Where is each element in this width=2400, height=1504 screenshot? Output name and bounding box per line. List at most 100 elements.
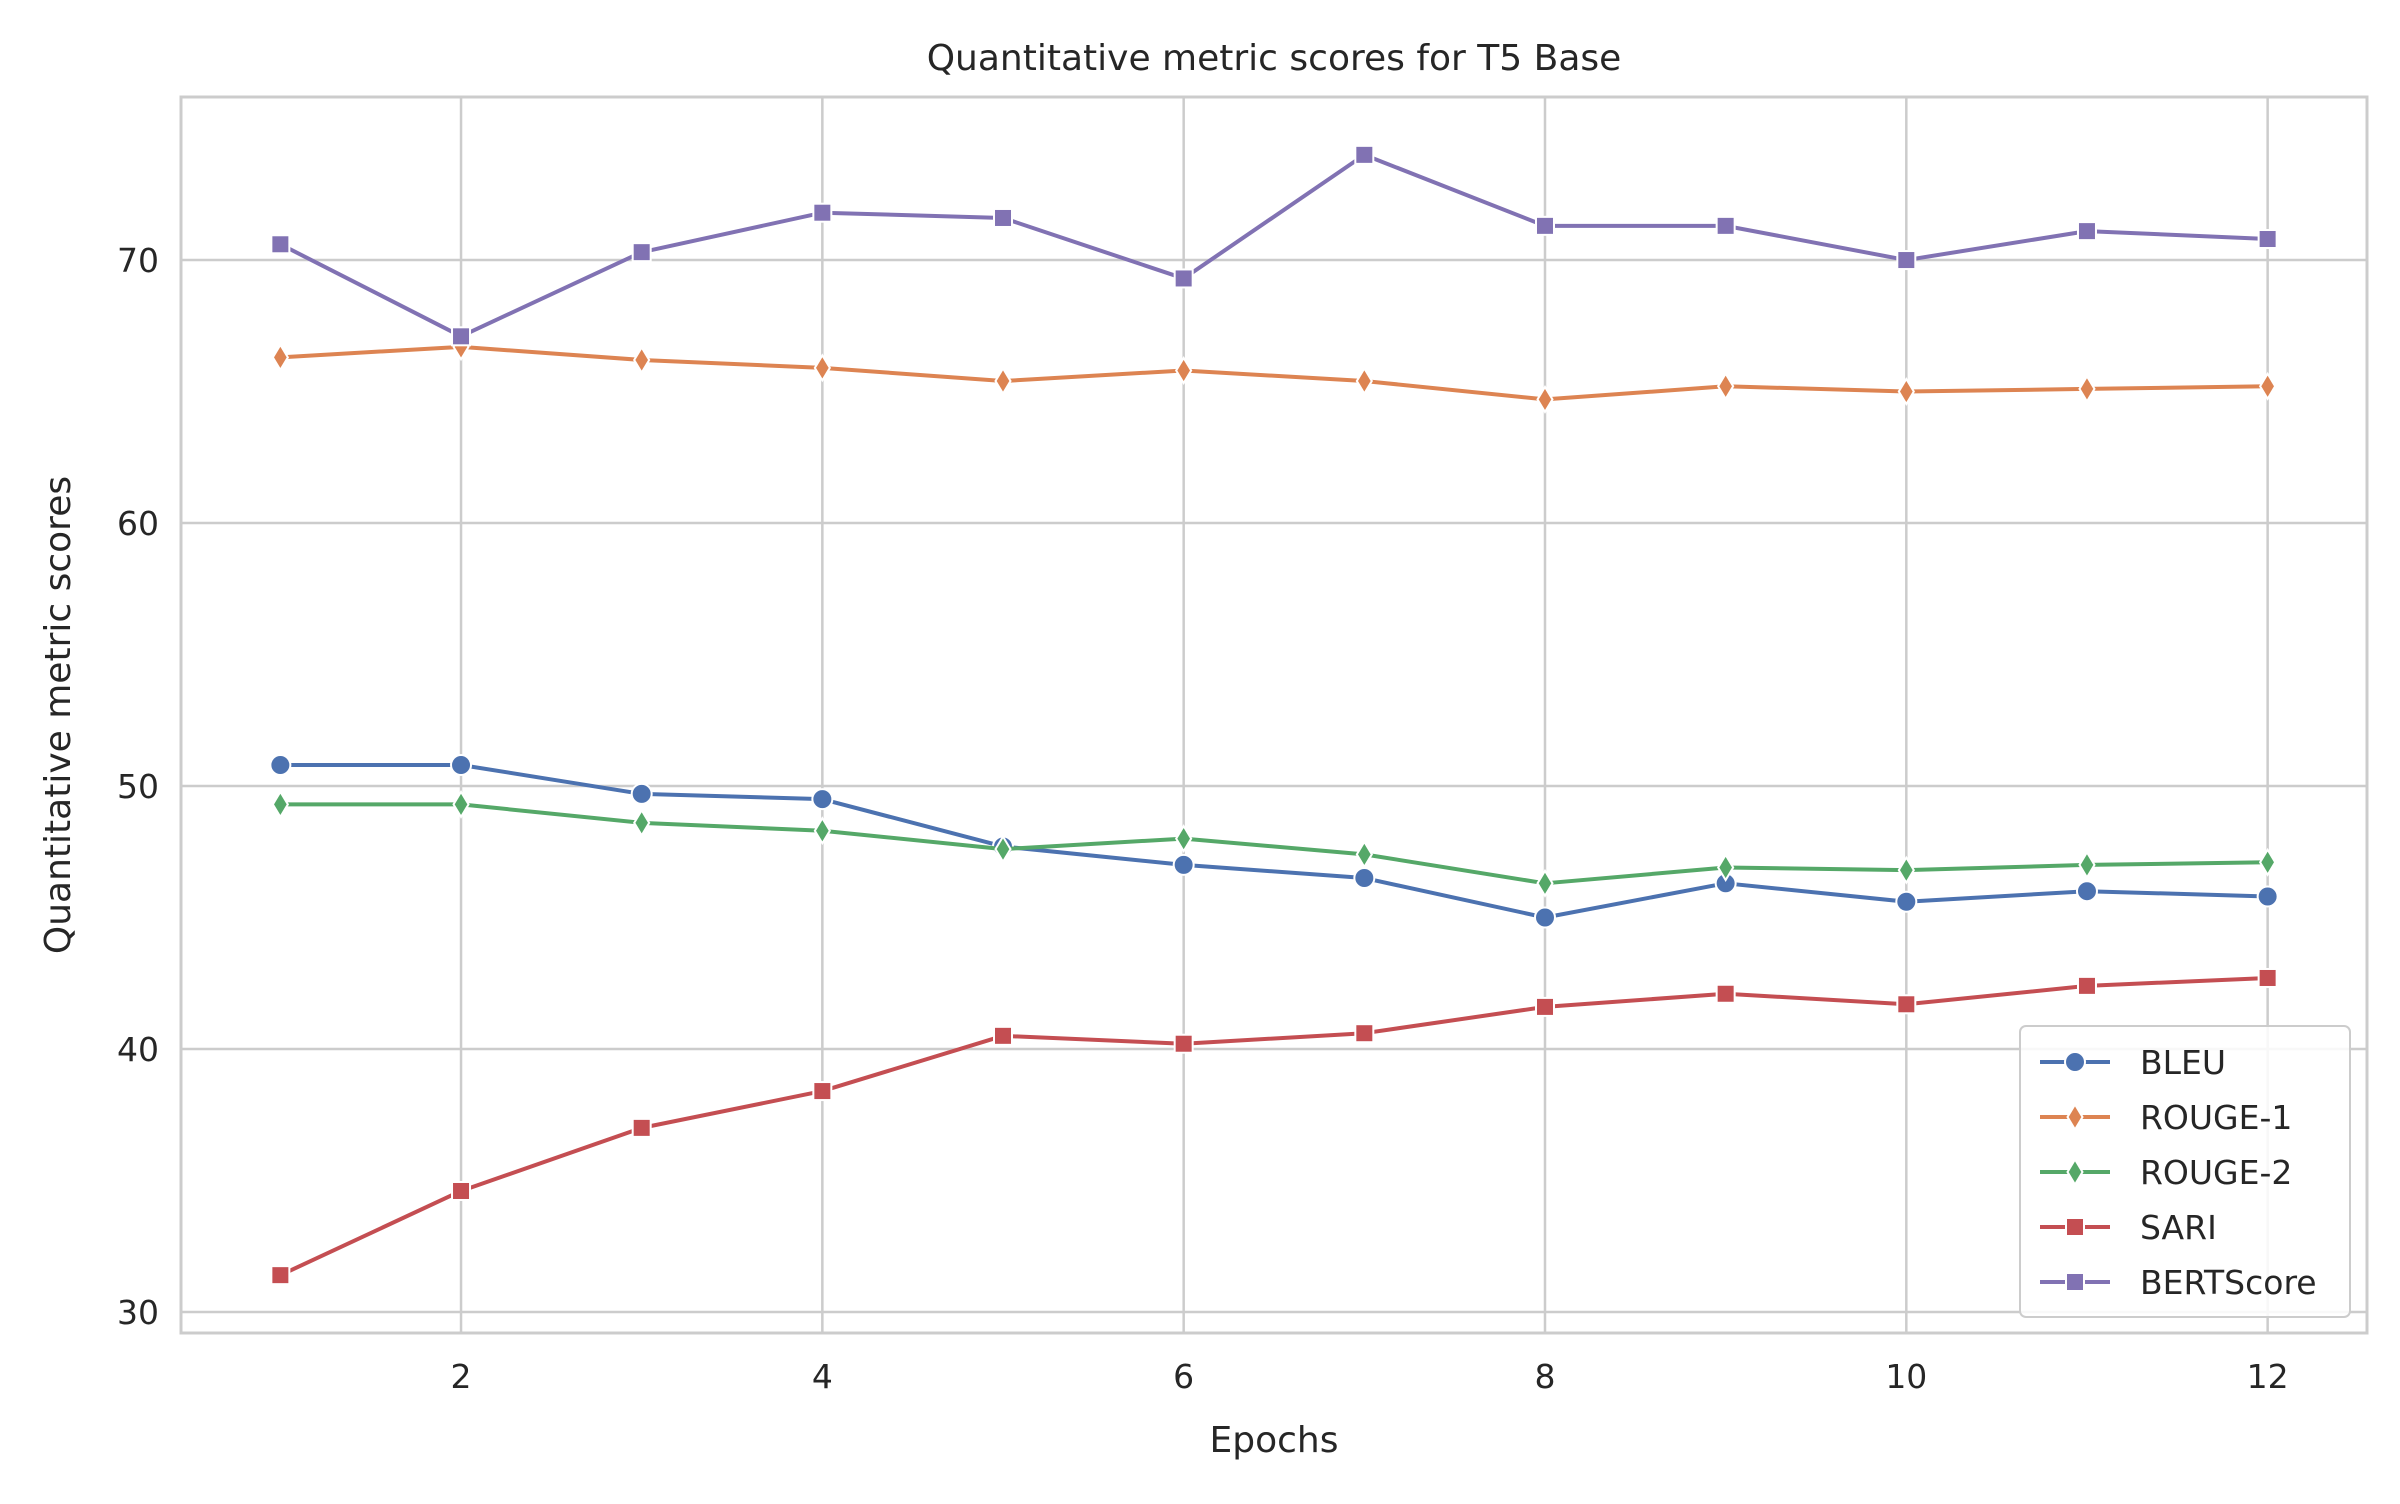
data-point-rouge-1: [1897, 377, 1915, 406]
data-point-rouge-2: [1175, 824, 1193, 854]
data-point-sari: [631, 1117, 652, 1138]
data-point-bleu: [1353, 867, 1376, 890]
data-point-bleu: [1895, 890, 1918, 913]
series-line-bleu: [280, 762, 2268, 920]
legend-label: ROUGE-1: [2140, 1098, 2292, 1137]
legend-item-sari: SARI: [2040, 1208, 2217, 1247]
legend-label: SARI: [2140, 1208, 2217, 1247]
y-tick-label: 60: [117, 504, 159, 543]
y-axis-label: Quantitative metric scores: [38, 476, 79, 954]
legend-item-rouge-2: ROUGE-2: [2040, 1153, 2292, 1192]
data-point-bleu: [450, 753, 473, 776]
data-point-bertscore: [1715, 215, 1736, 236]
tick-labels: 2 4 6 8 10 12 30 40 50 60 70: [117, 241, 2289, 1396]
data-point-rouge-2: [994, 834, 1012, 864]
series-sari: [270, 967, 2278, 1286]
data-point-bertscore: [631, 242, 652, 263]
legend-items: BLEU ROUGE-1 ROUGE-2 SARI BERTScore: [2040, 1043, 2317, 1302]
data-point-rouge-1: [1355, 366, 1373, 396]
y-tick-label: 30: [117, 1293, 159, 1332]
series-line-rouge-1: [280, 344, 2268, 402]
data-point-bleu: [630, 782, 653, 805]
data-point-sari: [993, 1025, 1014, 1046]
grid-lines: [181, 97, 2367, 1333]
data-point-rouge-1: [994, 366, 1012, 396]
data-point-sari: [1534, 996, 1555, 1017]
data-point-bertscore: [270, 234, 291, 255]
data-point-bertscore: [451, 326, 472, 347]
data-point-rouge-2: [271, 789, 290, 819]
data-point-rouge-1: [1175, 356, 1193, 385]
data-point-bleu: [2075, 880, 2098, 903]
data-point-rouge-2: [1536, 868, 1554, 898]
legend-swatch-marker: [2066, 1102, 2084, 1132]
data-point-rouge-2: [633, 808, 651, 838]
series-line-sari: [279, 975, 2268, 1277]
legend-item-bertscore: BERTScore: [2040, 1263, 2317, 1302]
data-point-rouge-2: [2078, 850, 2096, 880]
data-point-rouge-1: [271, 342, 290, 372]
series-layer: [269, 144, 2279, 1286]
legend-label: ROUGE-2: [2140, 1153, 2292, 1192]
data-point-sari: [812, 1081, 833, 1102]
data-point-bleu: [2256, 885, 2279, 908]
x-tick-label: 4: [812, 1357, 833, 1396]
data-point-rouge-1: [1536, 384, 1554, 414]
x-tick-label: 8: [1534, 1357, 1555, 1396]
legend-label: BERTScore: [2140, 1263, 2317, 1302]
data-point-rouge-1: [2078, 374, 2096, 404]
x-tick-label: 2: [451, 1357, 472, 1396]
data-point-rouge-2: [1897, 855, 1915, 885]
data-point-bleu: [1172, 853, 1195, 876]
series-line-rouge-2: [280, 802, 2268, 886]
data-point-bertscore: [2076, 221, 2097, 242]
data-point-rouge-2: [452, 789, 470, 819]
data-point-sari: [1715, 983, 1736, 1004]
data-point-sari: [1354, 1023, 1375, 1044]
data-point-rouge-1: [633, 345, 651, 375]
data-point-bleu: [1533, 906, 1556, 929]
legend-box: [2019, 1025, 2351, 1318]
y-tick-label: 70: [117, 241, 159, 280]
legend-item-rouge-1: ROUGE-1: [2040, 1098, 2292, 1137]
x-tick-label: 12: [2247, 1357, 2289, 1396]
legend-label: BLEU: [2140, 1043, 2226, 1082]
series-bertscore: [270, 144, 2278, 347]
data-point-rouge-1: [2258, 371, 2277, 401]
data-point-rouge-2: [1355, 839, 1373, 869]
data-point-rouge-1: [1716, 371, 1735, 401]
data-point-sari: [270, 1265, 291, 1286]
legend-item-bleu: BLEU: [2040, 1043, 2226, 1082]
data-point-sari: [451, 1180, 472, 1201]
data-point-sari: [1896, 994, 1917, 1015]
data-point-bertscore: [812, 202, 833, 223]
x-tick-label: 6: [1173, 1357, 1194, 1396]
data-point-bleu: [811, 788, 834, 811]
data-point-sari: [2076, 975, 2097, 996]
series-bleu: [269, 753, 2279, 929]
series-rouge-2: [271, 789, 2277, 898]
data-point-sari: [2257, 967, 2278, 988]
y-tick-label: 40: [117, 1030, 159, 1069]
data-point-bertscore: [1173, 268, 1194, 289]
legend-swatch-marker: [2066, 1157, 2084, 1187]
data-point-rouge-2: [813, 816, 832, 846]
chart-title: Quantitative metric scores for T5 Base: [927, 38, 1622, 79]
series-rouge-1: [271, 332, 2277, 414]
data-point-rouge-2: [1716, 853, 1735, 882]
plot-frame: [179, 95, 2369, 1335]
x-axis-label: Epochs: [1210, 1420, 1339, 1461]
data-point-bertscore: [1354, 144, 1375, 165]
data-point-bertscore: [1534, 215, 1555, 236]
legend: BLEU ROUGE-1 ROUGE-2 SARI BERTScore: [2019, 1025, 2351, 1318]
y-tick-label: 50: [117, 767, 159, 806]
legend-swatch-marker: [2065, 1272, 2085, 1292]
data-point-bleu: [269, 753, 292, 776]
data-point-bertscore: [2257, 229, 2278, 250]
x-tick-label: 10: [1885, 1357, 1927, 1396]
legend-swatch-marker: [2064, 1051, 2086, 1073]
data-point-rouge-2: [2258, 847, 2277, 877]
data-point-bertscore: [1896, 250, 1917, 271]
